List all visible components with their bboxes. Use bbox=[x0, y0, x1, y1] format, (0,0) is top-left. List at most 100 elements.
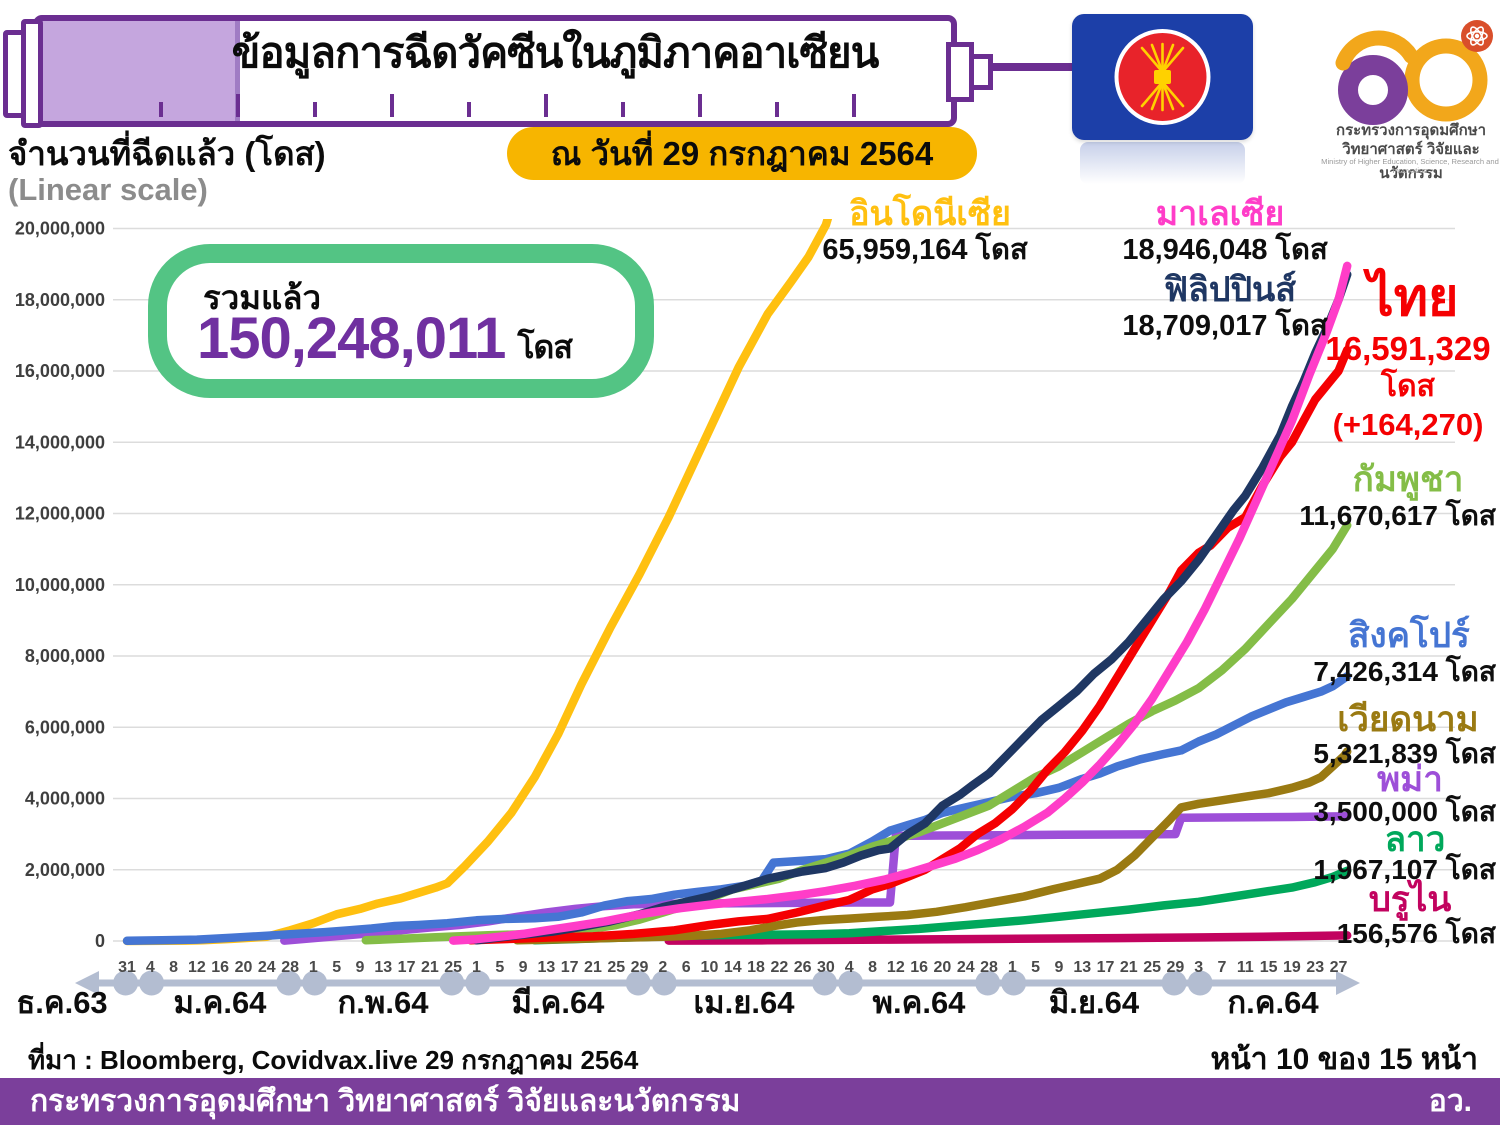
mhesi-logo bbox=[1325, 18, 1497, 168]
y-axis-title: จำนวนที่ฉีดแล้ว (โดส) bbox=[8, 135, 326, 172]
svg-text:19: 19 bbox=[1283, 959, 1301, 976]
svg-text:16: 16 bbox=[910, 959, 928, 976]
svg-text:ก.ค.64: ก.ค.64 bbox=[1227, 985, 1319, 1020]
syringe-graduation-tick bbox=[775, 102, 779, 117]
syringe-graduation-tick bbox=[390, 94, 394, 117]
syringe-plunger-fill bbox=[39, 21, 240, 121]
svg-text:17: 17 bbox=[561, 959, 579, 976]
value-cambodia: 11,670,617 โดส bbox=[1299, 500, 1496, 531]
svg-text:5: 5 bbox=[1031, 959, 1040, 976]
svg-text:13: 13 bbox=[374, 959, 392, 976]
svg-text:12: 12 bbox=[188, 959, 206, 976]
total-doses-box: รวมแล้ว 150,248,011 โดส bbox=[148, 244, 654, 398]
footer-bar: กระทรวงการอุดมศึกษา วิทยาศาสตร์ วิจัยและ… bbox=[0, 1078, 1500, 1125]
svg-text:2,000,000: 2,000,000 bbox=[25, 860, 105, 880]
svg-text:24: 24 bbox=[957, 959, 975, 976]
syringe-needle bbox=[988, 63, 1072, 71]
syringe-plunger-flange bbox=[21, 19, 43, 128]
total-unit: โดส bbox=[517, 329, 572, 365]
svg-text:12: 12 bbox=[887, 959, 905, 976]
delta-thailand: (+164,270) bbox=[1332, 407, 1484, 442]
svg-text:25: 25 bbox=[607, 959, 625, 976]
total-value: 150,248,011 โดส bbox=[197, 305, 573, 373]
syringe-graduation-tick bbox=[467, 102, 471, 117]
asean-flag bbox=[1072, 14, 1253, 140]
syringe-graduation-tick bbox=[313, 102, 317, 117]
svg-text:13: 13 bbox=[537, 959, 555, 976]
svg-text:18,000,000: 18,000,000 bbox=[15, 290, 105, 310]
svg-text:27: 27 bbox=[1330, 959, 1348, 976]
label-laos: ลาว bbox=[1384, 820, 1446, 859]
svg-text:8: 8 bbox=[868, 959, 877, 976]
page-indicator: หน้า 10 ของ 15 หน้า bbox=[1210, 1043, 1478, 1076]
flag-reflection bbox=[1080, 142, 1245, 184]
total-number: 150,248,011 bbox=[197, 306, 506, 371]
label-malaysia: มาเลเซีย bbox=[1155, 195, 1285, 233]
label-singapore: สิงคโปร์ bbox=[1348, 616, 1470, 655]
svg-text:ก.พ.64: ก.พ.64 bbox=[338, 985, 430, 1020]
svg-text:2: 2 bbox=[658, 959, 667, 976]
svg-text:31: 31 bbox=[118, 959, 136, 976]
svg-text:9: 9 bbox=[356, 959, 365, 976]
label-indonesia: อินโดนีเซีย bbox=[849, 195, 1011, 233]
svg-text:26: 26 bbox=[794, 959, 812, 976]
mhesi-text-line2: วิทยาศาสตร์ วิจัยและนวัตกรรม bbox=[1342, 141, 1480, 182]
source-citation: ที่มา : Bloomberg, Covidvax.live 29 กรกฎ… bbox=[28, 1045, 639, 1075]
label-vietnam: เวียดนาม bbox=[1337, 700, 1479, 739]
footer-abbreviation: อว. bbox=[1428, 1085, 1472, 1118]
label-myanmar: พม่า bbox=[1377, 760, 1443, 799]
svg-text:16,000,000: 16,000,000 bbox=[15, 361, 105, 381]
svg-text:21: 21 bbox=[584, 959, 602, 976]
svg-text:28: 28 bbox=[281, 959, 299, 976]
svg-text:เม.ย.64: เม.ย.64 bbox=[694, 985, 796, 1020]
mhesi-logo-icon bbox=[1335, 20, 1493, 125]
svg-text:17: 17 bbox=[1097, 959, 1115, 976]
svg-text:23: 23 bbox=[1306, 959, 1324, 976]
svg-text:9: 9 bbox=[1054, 959, 1063, 976]
svg-text:13: 13 bbox=[1073, 959, 1091, 976]
svg-text:1: 1 bbox=[309, 959, 318, 976]
mhesi-text-line3: Ministry of Higher Education, Science, R… bbox=[1321, 157, 1499, 175]
svg-text:12,000,000: 12,000,000 bbox=[15, 504, 105, 524]
svg-text:1: 1 bbox=[1008, 959, 1017, 976]
value-myanmar: 3,500,000 โดส bbox=[1313, 796, 1496, 827]
svg-text:3: 3 bbox=[1194, 959, 1203, 976]
svg-text:มิ.ย.64: มิ.ย.64 bbox=[1049, 985, 1140, 1020]
svg-text:0: 0 bbox=[95, 931, 105, 951]
svg-text:28: 28 bbox=[980, 959, 998, 976]
value-indonesia: 65,959,164 โดส bbox=[822, 234, 1028, 266]
svg-text:24: 24 bbox=[258, 959, 276, 976]
svg-text:14: 14 bbox=[724, 959, 742, 976]
value-malaysia: 18,946,048 โดส bbox=[1122, 234, 1328, 266]
svg-text:14,000,000: 14,000,000 bbox=[15, 432, 105, 452]
value-vietnam: 5,321,839 โดส bbox=[1313, 738, 1496, 769]
mhesi-text-line1: กระทรวงการอุดมศึกษา bbox=[1336, 122, 1486, 139]
value-philippines: 18,709,017 โดส bbox=[1122, 310, 1328, 342]
svg-text:18: 18 bbox=[747, 959, 765, 976]
svg-text:6,000,000: 6,000,000 bbox=[25, 717, 105, 737]
svg-text:5: 5 bbox=[495, 959, 504, 976]
label-thailand: ไทย bbox=[1367, 269, 1459, 327]
syringe-graduation-tick bbox=[236, 94, 240, 117]
syringe-graduation-tick bbox=[621, 102, 625, 117]
value-thailand: 16,591,329 bbox=[1325, 330, 1491, 367]
svg-text:21: 21 bbox=[1120, 959, 1138, 976]
svg-text:30: 30 bbox=[817, 959, 835, 976]
svg-text:16: 16 bbox=[211, 959, 229, 976]
as-of-date-badge: ณ วันที่ 29 กรกฎาคม 2564 bbox=[507, 127, 977, 180]
svg-text:11: 11 bbox=[1237, 959, 1254, 976]
svg-text:20: 20 bbox=[235, 959, 253, 976]
svg-text:29: 29 bbox=[1167, 959, 1185, 976]
scale-note: (Linear scale) bbox=[8, 172, 208, 207]
svg-text:29: 29 bbox=[631, 959, 649, 976]
asean-emblem-icon bbox=[1114, 29, 1211, 125]
label-philippines: ฟิลิปปินส์ bbox=[1163, 271, 1297, 309]
svg-text:4: 4 bbox=[845, 959, 854, 976]
total-label: รวมแล้ว bbox=[203, 279, 322, 316]
svg-text:9: 9 bbox=[519, 959, 528, 976]
value-thailand-block: 16,591,329 โดส (+164,270) bbox=[1318, 330, 1498, 444]
svg-text:4: 4 bbox=[146, 959, 155, 976]
svg-text:6: 6 bbox=[682, 959, 691, 976]
svg-text:8: 8 bbox=[169, 959, 178, 976]
